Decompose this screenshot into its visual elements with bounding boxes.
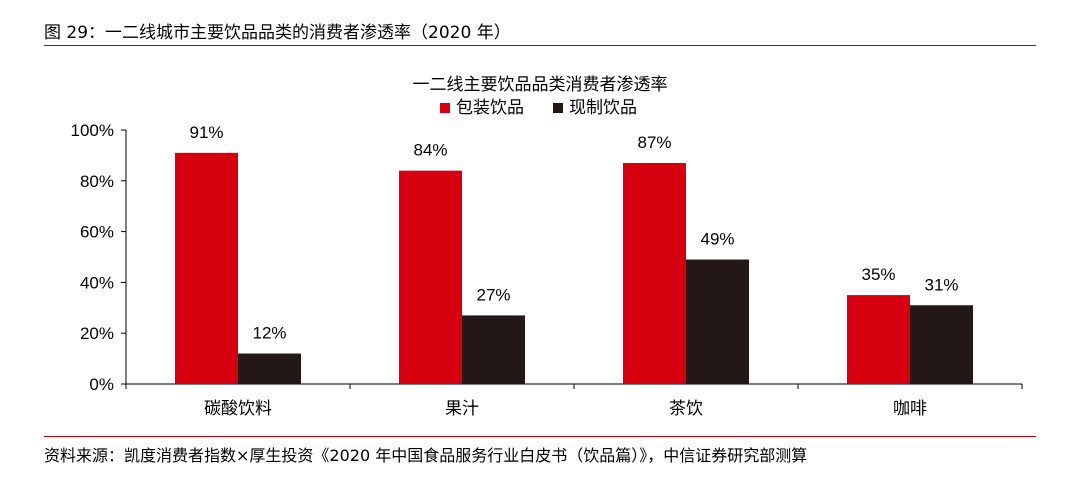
- legend-label-packaged: 包装饮品: [456, 98, 524, 118]
- legend-swatch-fresh: [553, 103, 563, 113]
- source-note: 资料来源：凯度消费者指数×厚生投资《2020 年中国食品服务行业白皮书（饮品篇）…: [44, 446, 808, 465]
- bar: [399, 170, 462, 384]
- bar: [623, 163, 686, 384]
- y-tick-label: 20%: [80, 324, 114, 343]
- bar: [910, 305, 973, 384]
- chart-legend: 包装饮品 现制饮品: [440, 98, 637, 118]
- bar: [462, 315, 525, 384]
- chart-data-labels: 91% 12% 84% 27% 87% 49% 35% 31%: [189, 123, 958, 343]
- y-tick-label: 80%: [80, 172, 114, 191]
- chart-title: 一二线主要饮品品类消费者渗透率: [413, 75, 668, 95]
- bar-value-label: 84%: [413, 141, 447, 160]
- caption-divider: [44, 45, 1036, 46]
- x-category-label: 碳酸饮料: [204, 399, 272, 419]
- legend-label-fresh: 现制饮品: [569, 98, 637, 118]
- y-tick-label: 100%: [71, 121, 114, 140]
- y-tick-label: 40%: [80, 273, 114, 292]
- bar-value-label: 91%: [189, 123, 223, 142]
- figure-caption: 图 29：一二线城市主要饮品品类的消费者渗透率（2020 年）: [44, 23, 511, 43]
- y-tick-label: 60%: [80, 223, 114, 242]
- x-category-label: 茶饮: [669, 399, 703, 419]
- bar-value-label: 87%: [637, 133, 671, 152]
- chart-category-labels: 碳酸饮料 果汁 茶饮 咖啡: [204, 399, 927, 419]
- bar-value-label: 12%: [252, 324, 286, 343]
- x-category-label: 咖啡: [893, 399, 927, 419]
- bar: [686, 259, 749, 384]
- bar-value-label: 35%: [861, 265, 895, 284]
- x-category-label: 果汁: [445, 399, 479, 419]
- bar: [175, 152, 238, 384]
- bar-value-label: 49%: [700, 230, 734, 249]
- bar-chart: 一二线主要饮品品类消费者渗透率 包装饮品 现制饮品 0% 20% 40% 60% 80%…: [71, 75, 1023, 419]
- chart-bars: [175, 152, 973, 384]
- bar-value-label: 31%: [924, 275, 958, 294]
- bar: [238, 353, 301, 384]
- bar: [847, 295, 910, 384]
- y-tick-label: 0%: [89, 375, 114, 394]
- source-divider: [44, 436, 1036, 437]
- legend-swatch-packaged: [440, 103, 450, 113]
- bar-value-label: 27%: [476, 285, 510, 304]
